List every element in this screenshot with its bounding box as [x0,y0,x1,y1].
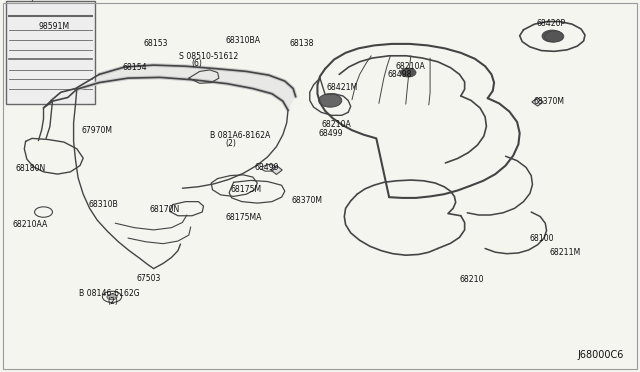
Circle shape [107,294,117,300]
Text: 68100: 68100 [530,234,554,243]
Text: 68170N: 68170N [150,205,180,214]
Text: (2): (2) [108,297,118,306]
Polygon shape [253,75,285,94]
Text: 68180N: 68180N [15,164,45,173]
Text: 68498: 68498 [388,70,412,79]
Text: 98591M: 98591M [38,22,70,31]
Text: 68210A: 68210A [396,62,425,71]
Polygon shape [195,69,246,84]
Polygon shape [77,67,125,89]
Polygon shape [532,98,543,106]
Text: 68210A: 68210A [321,120,351,129]
Text: 68421M: 68421M [326,83,358,92]
Text: 68499: 68499 [319,129,343,138]
Text: B 08146-6162G: B 08146-6162G [79,289,140,298]
Polygon shape [128,65,186,78]
Circle shape [319,94,342,107]
Text: 68153: 68153 [144,39,168,48]
Text: 68211M: 68211M [549,248,580,257]
Text: 68210AA: 68210AA [13,220,48,229]
Text: 68175M: 68175M [230,185,262,194]
Circle shape [542,30,563,42]
Text: (6): (6) [191,60,202,68]
Text: 68154: 68154 [123,63,147,72]
Text: 68420P: 68420P [536,19,566,28]
Polygon shape [272,81,293,101]
Circle shape [401,68,416,77]
Circle shape [545,31,564,42]
Text: 68310B: 68310B [88,200,118,209]
Text: S 08510-51612: S 08510-51612 [179,52,239,61]
Text: 68175MA: 68175MA [225,213,262,222]
Polygon shape [271,166,282,174]
Text: 67970M: 67970M [82,126,113,135]
Polygon shape [99,65,154,83]
Text: 68370M: 68370M [291,196,322,205]
Text: 68210: 68210 [460,275,484,284]
Polygon shape [227,71,269,89]
Text: (2): (2) [225,139,236,148]
Text: B 081A6-8162A: B 081A6-8162A [210,131,270,140]
Text: 68310BA: 68310BA [225,36,260,45]
Text: J68000C6: J68000C6 [578,350,624,360]
Bar [6,1,95,104]
Polygon shape [283,89,296,110]
Text: 67503: 67503 [137,274,161,283]
Polygon shape [160,66,218,80]
Text: 68499: 68499 [255,163,279,172]
Text: 68138: 68138 [289,39,314,48]
Text: 68370M: 68370M [534,97,564,106]
